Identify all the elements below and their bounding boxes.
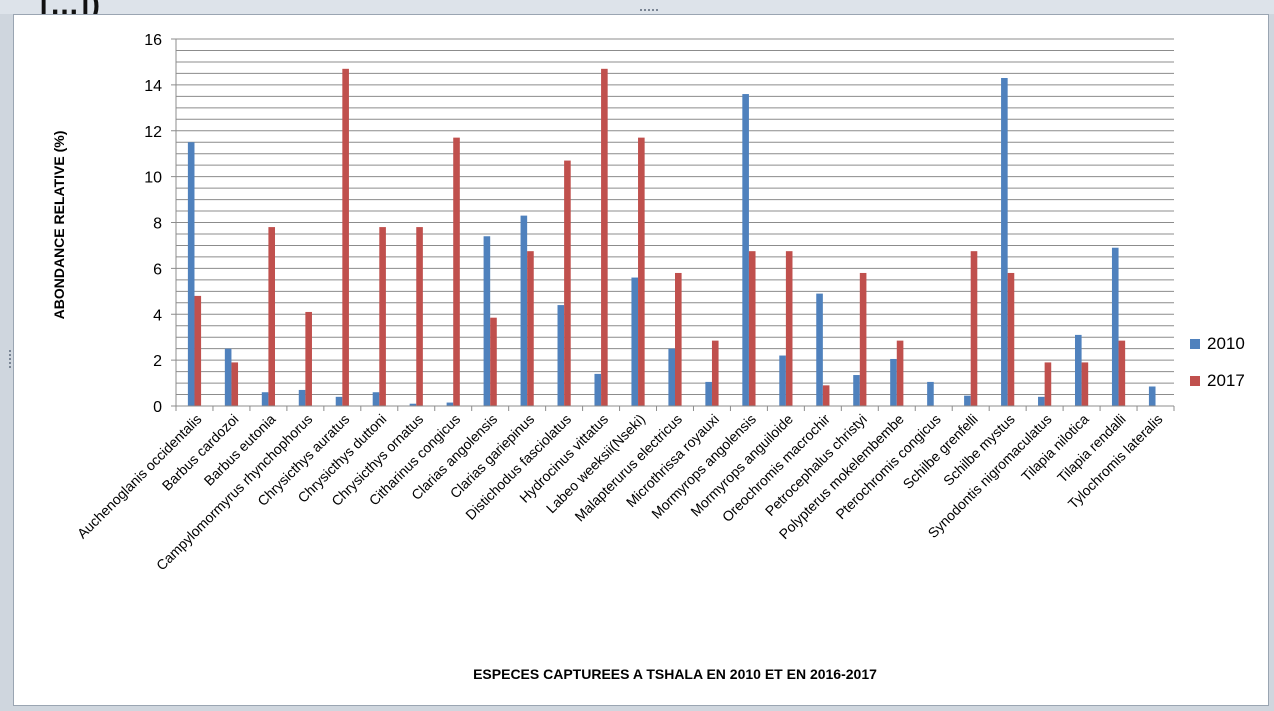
y-tick-label: 0 (153, 399, 162, 416)
bar-2017 (1081, 362, 1089, 406)
bar-2017 (268, 227, 276, 406)
bar-2010 (1001, 77, 1008, 407)
bar-2010 (187, 142, 195, 406)
bar-2017 (601, 68, 608, 406)
bar-2010 (409, 403, 417, 406)
bar-2017 (675, 272, 682, 406)
legend-label: 2017 (1207, 371, 1245, 390)
bar-2017 (194, 295, 202, 406)
bar-2010 (1148, 386, 1156, 406)
bar-2010 (742, 94, 749, 407)
bars (187, 68, 1156, 407)
bar-2010 (261, 392, 269, 406)
y-tick-labels: 0 2 4 6 8 10 12 14 16 (144, 32, 162, 416)
bar-2017 (564, 160, 571, 406)
bar-2017 (527, 251, 534, 406)
bar-2010 (520, 215, 528, 406)
bar-2017 (1118, 340, 1126, 406)
bar-2017 (822, 385, 830, 406)
bar-2010 (779, 355, 786, 406)
bar-2010 (557, 305, 565, 406)
legend-swatch (1190, 376, 1200, 386)
y-tick-label: 6 (153, 261, 162, 278)
window-top-strip (0, 0, 1274, 14)
legend-label: 2010 (1207, 334, 1245, 353)
y-axis-title: ABONDANCE RELATIVE (%) (51, 131, 67, 320)
bar-2017 (1044, 362, 1052, 406)
bar-2010 (705, 381, 712, 406)
bar-2010 (927, 381, 934, 406)
bar-2010 (224, 348, 232, 406)
bar-2010 (1038, 396, 1045, 406)
y-tick-label: 10 (144, 170, 162, 187)
bar-2017 (379, 227, 386, 406)
bar-2010 (668, 348, 675, 406)
bar-2017 (748, 251, 756, 406)
legend-swatch (1190, 339, 1200, 349)
bar-2017 (305, 311, 312, 406)
y-tick-label: 2 (153, 353, 162, 370)
bar-2017 (638, 137, 645, 406)
bar-2010 (853, 375, 860, 406)
y-tick-label: 4 (153, 307, 162, 324)
bar-2017 (342, 68, 349, 406)
bar-2010 (483, 236, 491, 406)
bar-2010 (1111, 247, 1119, 406)
legend: 2010 2017 (1190, 334, 1245, 390)
resize-grip-left[interactable] (9, 350, 15, 368)
bar-2017 (231, 362, 239, 406)
y-tick-label: 12 (144, 124, 162, 141)
axes (171, 38, 1175, 411)
bar-2017 (785, 251, 793, 406)
bar-2010 (890, 358, 897, 406)
bar-2010 (446, 402, 454, 406)
bar-chart: 0 2 4 6 8 10 12 14 16 Auchenoglanis occidentalis… (51, 32, 1245, 682)
bar-2010 (594, 373, 602, 406)
bar-2017 (859, 272, 867, 406)
bar-2017 (970, 251, 978, 406)
y-tick-label: 14 (144, 78, 162, 95)
bar-2010 (1074, 334, 1082, 406)
bar-2017 (1007, 272, 1015, 406)
bar-2010 (816, 293, 823, 406)
bar-2010 (335, 396, 343, 406)
bar-2017 (453, 137, 460, 406)
bar-2010 (964, 395, 971, 406)
chart-area[interactable]: 0 2 4 6 8 10 12 14 16 Auchenoglanis occidentalis… (13, 14, 1269, 706)
bar-2017 (896, 340, 904, 406)
bar-2017 (711, 340, 719, 406)
bar-2017 (416, 227, 423, 406)
bar-2010 (631, 277, 639, 406)
y-tick-label: 16 (144, 32, 162, 49)
bar-2017 (490, 317, 497, 406)
bar-2010 (372, 392, 380, 406)
resize-grip-top[interactable] (640, 9, 658, 15)
y-tick-label: 8 (153, 216, 162, 233)
bar-2010 (298, 389, 306, 406)
x-axis-title: ESPECES CAPTUREES A TSHALA EN 2010 ET EN… (473, 666, 877, 682)
